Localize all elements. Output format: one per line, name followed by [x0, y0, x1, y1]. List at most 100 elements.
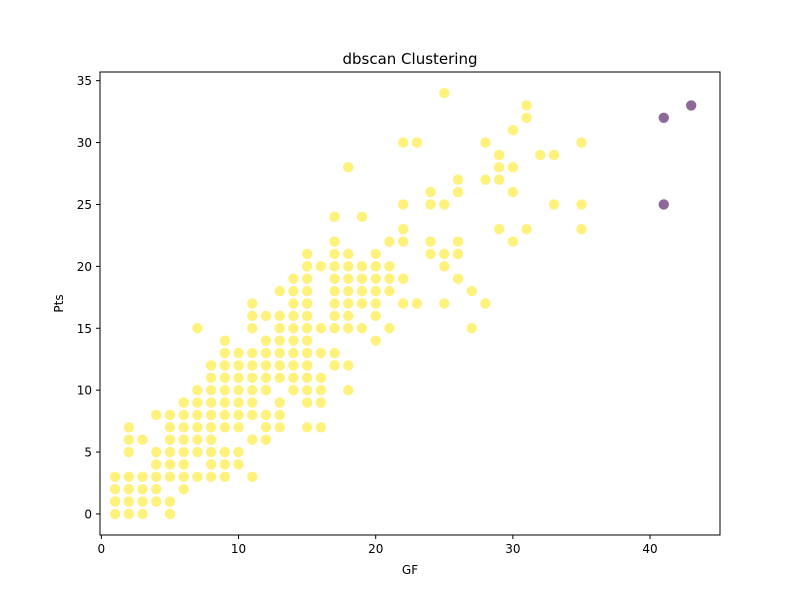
- cluster-point: [315, 422, 327, 433]
- cluster-point: [329, 298, 340, 309]
- cluster-point: [452, 174, 464, 185]
- cluster-point: [151, 496, 162, 507]
- cluster-point: [109, 484, 121, 495]
- cluster-point: [480, 137, 491, 148]
- cluster-point: [288, 372, 299, 383]
- x-tick-label: 10: [231, 542, 246, 556]
- cluster-point: [233, 372, 244, 383]
- cluster-point: [521, 112, 532, 124]
- cluster-point: [493, 224, 505, 235]
- cluster-point: [178, 471, 189, 483]
- cluster-point: [343, 384, 354, 396]
- y-tick-label: 20: [77, 260, 92, 274]
- cluster-point: [521, 224, 532, 235]
- cluster-point: [548, 149, 560, 161]
- cluster-point: [397, 224, 409, 235]
- cluster-point: [370, 248, 381, 260]
- cluster-point: [205, 446, 217, 458]
- cluster-point: [233, 347, 244, 359]
- cluster-point: [576, 137, 587, 148]
- y-tick-label: 15: [77, 322, 92, 336]
- cluster-point: [439, 87, 450, 99]
- cluster-point: [247, 397, 258, 408]
- cluster-point: [247, 360, 258, 371]
- cluster-point: [507, 236, 519, 247]
- cluster-point: [123, 471, 135, 483]
- cluster-point: [164, 446, 176, 458]
- cluster-point: [425, 199, 436, 210]
- cluster-point: [329, 273, 340, 284]
- cluster-point: [219, 397, 231, 408]
- cluster-point: [507, 162, 519, 173]
- cluster-point: [329, 285, 340, 297]
- cluster-point: [123, 434, 135, 445]
- cluster-point: [151, 409, 162, 421]
- cluster-point: [315, 372, 327, 383]
- cluster-point: [151, 459, 162, 470]
- cluster-point: [301, 273, 313, 284]
- cluster-point: [356, 285, 368, 297]
- cluster-point: [233, 409, 244, 421]
- cluster-point: [205, 397, 217, 408]
- x-axis: 0 10 20 30 40: [98, 535, 658, 556]
- cluster-point: [535, 149, 546, 161]
- cluster-point: [260, 409, 272, 421]
- cluster-point: [493, 149, 505, 161]
- cluster-point: [247, 434, 258, 445]
- cluster-point: [205, 372, 217, 383]
- cluster-point: [315, 347, 327, 359]
- cluster-point: [301, 335, 313, 346]
- cluster-point: [205, 422, 217, 433]
- cluster-point: [356, 211, 368, 223]
- cluster-point: [164, 471, 176, 483]
- cluster-point: [219, 372, 231, 383]
- cluster-point: [411, 298, 423, 309]
- cluster-point: [192, 397, 203, 408]
- cluster-point: [452, 273, 464, 284]
- cluster-point: [301, 347, 313, 359]
- cluster-point: [192, 422, 203, 433]
- cluster-point: [260, 422, 272, 433]
- cluster-point: [288, 298, 299, 309]
- cluster-point: [178, 434, 189, 445]
- chart-title: dbscan Clustering: [342, 50, 477, 68]
- cluster-point: [288, 360, 299, 371]
- cluster-point: [274, 323, 285, 334]
- cluster-point: [233, 360, 244, 371]
- cluster-point: [329, 347, 340, 359]
- cluster-point: [425, 186, 436, 198]
- cluster-point: [397, 199, 409, 210]
- cluster-point: [507, 186, 519, 198]
- cluster-point: [219, 384, 231, 396]
- cluster-point: [397, 236, 409, 247]
- cluster-point: [576, 199, 587, 210]
- cluster-point: [356, 298, 368, 309]
- cluster-point: [397, 298, 409, 309]
- cluster-point: [192, 384, 203, 396]
- cluster-point: [219, 360, 231, 371]
- cluster-point: [274, 372, 285, 383]
- cluster-point: [439, 298, 450, 309]
- x-axis-label: GF: [402, 563, 418, 577]
- cluster-point: [356, 323, 368, 334]
- cluster-point: [288, 335, 299, 346]
- cluster-point: [192, 409, 203, 421]
- cluster-point: [397, 273, 409, 284]
- cluster-point: [343, 310, 354, 322]
- cluster-point: [301, 360, 313, 371]
- cluster-point: [370, 335, 381, 346]
- cluster-point: [233, 459, 244, 470]
- cluster-point: [370, 310, 381, 322]
- cluster-point: [315, 384, 327, 396]
- cluster-point: [301, 298, 313, 309]
- y-tick-label: 0: [84, 507, 92, 521]
- cluster-point: [329, 211, 340, 223]
- cluster-point: [164, 422, 176, 433]
- cluster-point: [192, 471, 203, 483]
- cluster-point: [452, 248, 464, 260]
- cluster-point: [370, 273, 381, 284]
- cluster-point: [151, 484, 162, 495]
- cluster-point: [288, 347, 299, 359]
- cluster-point: [274, 409, 285, 421]
